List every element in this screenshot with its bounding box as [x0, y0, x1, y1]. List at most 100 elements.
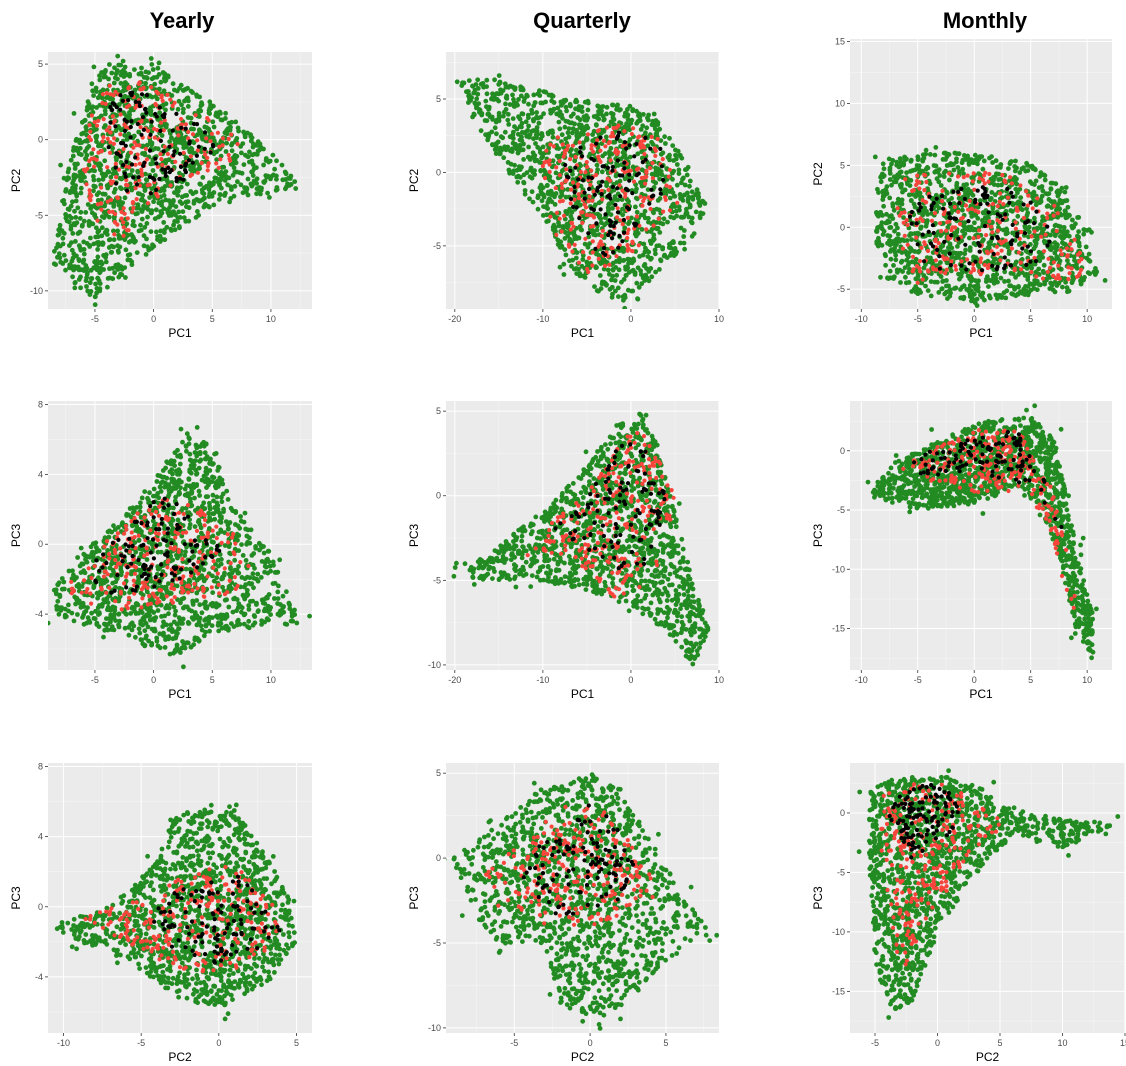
data-point-black [123, 174, 128, 179]
data-point-green [670, 239, 676, 244]
data-point-green [173, 204, 179, 210]
data-point-green [105, 276, 111, 281]
data-point-green [560, 224, 566, 229]
data-point-green [61, 252, 67, 258]
data-point-green [652, 247, 658, 253]
data-point-green [198, 108, 204, 114]
data-point-red [572, 197, 577, 202]
data-point-green [101, 253, 106, 258]
data-point-green [1037, 174, 1043, 179]
data-point-green [912, 167, 918, 173]
data-point-green [206, 204, 212, 210]
data-point-black [627, 143, 632, 148]
data-point-green [247, 149, 252, 155]
data-point-green [1081, 277, 1086, 283]
data-point-red [121, 206, 126, 211]
data-point-green [470, 114, 475, 120]
data-point-red [626, 227, 631, 232]
data-point-green [112, 186, 118, 192]
data-point-green [1033, 178, 1039, 184]
data-point-red [940, 199, 945, 204]
data-point-green [981, 237, 986, 243]
data-point-green [1040, 188, 1046, 194]
data-point-red [655, 136, 660, 142]
data-point-green [993, 256, 998, 262]
data-point-green [537, 146, 543, 152]
data-point-green [84, 145, 90, 151]
data-point-green [675, 148, 681, 154]
x-tick-label: -5 [914, 314, 922, 324]
data-point-green [684, 172, 690, 178]
data-point-red [122, 122, 127, 127]
data-point-green [985, 276, 990, 282]
data-point-green [1093, 271, 1098, 277]
data-point-green [91, 174, 96, 179]
data-point-red [203, 152, 208, 157]
data-point-green [648, 241, 654, 246]
data-point-red [607, 262, 612, 267]
data-point-green [181, 215, 187, 221]
data-point-red [584, 212, 589, 218]
data-point-green [171, 198, 176, 203]
data-point-red [661, 209, 666, 214]
data-point-green [60, 261, 66, 266]
data-point-green [126, 131, 132, 137]
data-point-green [1036, 185, 1042, 191]
data-point-green [192, 168, 197, 174]
data-point-green [634, 280, 640, 286]
data-point-red [649, 134, 654, 139]
data-point-green [1007, 161, 1013, 167]
data-point-green [641, 263, 647, 269]
data-point-green [1032, 182, 1037, 188]
data-point-green [508, 161, 514, 167]
data-point-red [551, 144, 556, 149]
data-point-red [92, 164, 97, 169]
data-point-green [96, 228, 102, 234]
data-point-green [519, 120, 525, 126]
points-layer [872, 145, 1108, 308]
data-point-black [171, 153, 176, 158]
data-point-green [163, 107, 168, 113]
data-point-green [177, 85, 182, 91]
data-point-red [195, 148, 200, 153]
data-point-green [540, 154, 546, 159]
data-point-green [615, 197, 621, 203]
data-point-green [154, 229, 159, 235]
data-point-green [270, 152, 276, 158]
data-point-red [105, 136, 110, 141]
data-point-green [620, 206, 625, 212]
data-point-green [514, 146, 519, 152]
data-point-red [114, 175, 119, 180]
data-point-red [1040, 276, 1046, 281]
data-point-green [60, 235, 66, 241]
data-point-red [954, 267, 959, 272]
data-point-green [646, 215, 651, 221]
data-point-green [86, 113, 92, 118]
data-point-green [135, 169, 141, 175]
data-point-black [632, 221, 637, 226]
data-point-green [183, 86, 189, 92]
data-point-green [622, 152, 628, 158]
data-point-green [232, 169, 238, 175]
data-point-green [610, 291, 615, 297]
data-point-green [569, 153, 574, 158]
data-point-green [563, 252, 569, 258]
data-point-green [599, 169, 605, 175]
data-point-red [611, 126, 616, 131]
data-point-red [101, 117, 106, 122]
data-point-green [510, 140, 516, 146]
y-tick-label: 0 [436, 167, 441, 177]
data-point-green [594, 227, 600, 233]
data-point-green [173, 141, 178, 146]
data-point-red [667, 184, 673, 190]
data-point-green [652, 126, 658, 132]
data-point-green [476, 107, 482, 112]
data-point-red [139, 167, 144, 172]
data-point-green [878, 179, 884, 185]
data-point-red [1003, 180, 1008, 185]
data-point-green [656, 243, 662, 249]
data-point-red [103, 101, 108, 106]
data-point-green [525, 127, 531, 133]
data-point-red [1025, 203, 1030, 208]
data-point-red [946, 236, 951, 241]
